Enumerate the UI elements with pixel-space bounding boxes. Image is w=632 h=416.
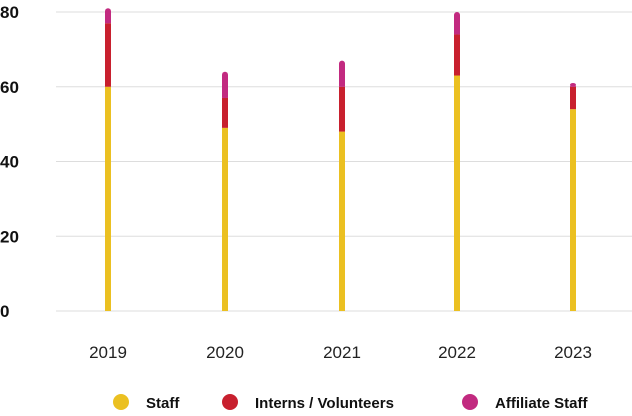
legend-label: Affiliate Staff — [495, 395, 589, 412]
bar-2023-interns-volunteers — [570, 86, 576, 110]
bar-2019-staff — [105, 86, 111, 311]
bar-2023-staff — [570, 109, 576, 311]
legend-swatch — [462, 394, 478, 410]
legend-label: Staff — [146, 395, 180, 412]
bar-2019-affiliate-staff — [105, 8, 111, 24]
legend-item: Staff — [113, 394, 180, 412]
x-tick-label: 2023 — [554, 343, 592, 362]
x-tick-label: 2021 — [323, 343, 361, 362]
legend-label: Interns / Volunteers — [255, 395, 394, 412]
bar-2020-affiliate-staff — [222, 71, 228, 98]
bar-2020-interns-volunteers — [222, 97, 228, 128]
bar-2021-staff — [339, 131, 345, 311]
bar-2021-affiliate-staff — [339, 60, 345, 87]
bar-2021-interns-volunteers — [339, 86, 345, 132]
legend-item: Interns / Volunteers — [222, 394, 394, 412]
x-tick-label: 2022 — [438, 343, 476, 362]
legend: Staff Interns / Volunteers Affiliate Staff — [113, 394, 589, 412]
bar-2020-staff — [222, 127, 228, 311]
y-tick-label: 0 — [0, 302, 9, 321]
legend-item: Affiliate Staff — [462, 394, 589, 412]
y-tick-label: 80 — [0, 3, 19, 22]
bar-2023-affiliate-staff — [570, 83, 576, 87]
x-axis-ticks: 2019 2020 2021 2022 2023 — [89, 343, 592, 362]
x-tick-label: 2019 — [89, 343, 127, 362]
y-tick-label: 40 — [0, 153, 19, 172]
y-tick-label: 20 — [0, 227, 19, 246]
bar-2022-staff — [454, 75, 460, 311]
y-axis-ticks: 0 20 40 60 80 — [0, 3, 19, 321]
bar-2019-interns-volunteers — [105, 23, 111, 87]
bars — [105, 8, 576, 311]
legend-swatch — [113, 394, 129, 410]
y-tick-label: 60 — [0, 78, 19, 97]
bar-2022-interns-volunteers — [454, 34, 460, 76]
x-tick-label: 2020 — [206, 343, 244, 362]
bar-2022-affiliate-staff — [454, 12, 460, 35]
legend-swatch — [222, 394, 238, 410]
